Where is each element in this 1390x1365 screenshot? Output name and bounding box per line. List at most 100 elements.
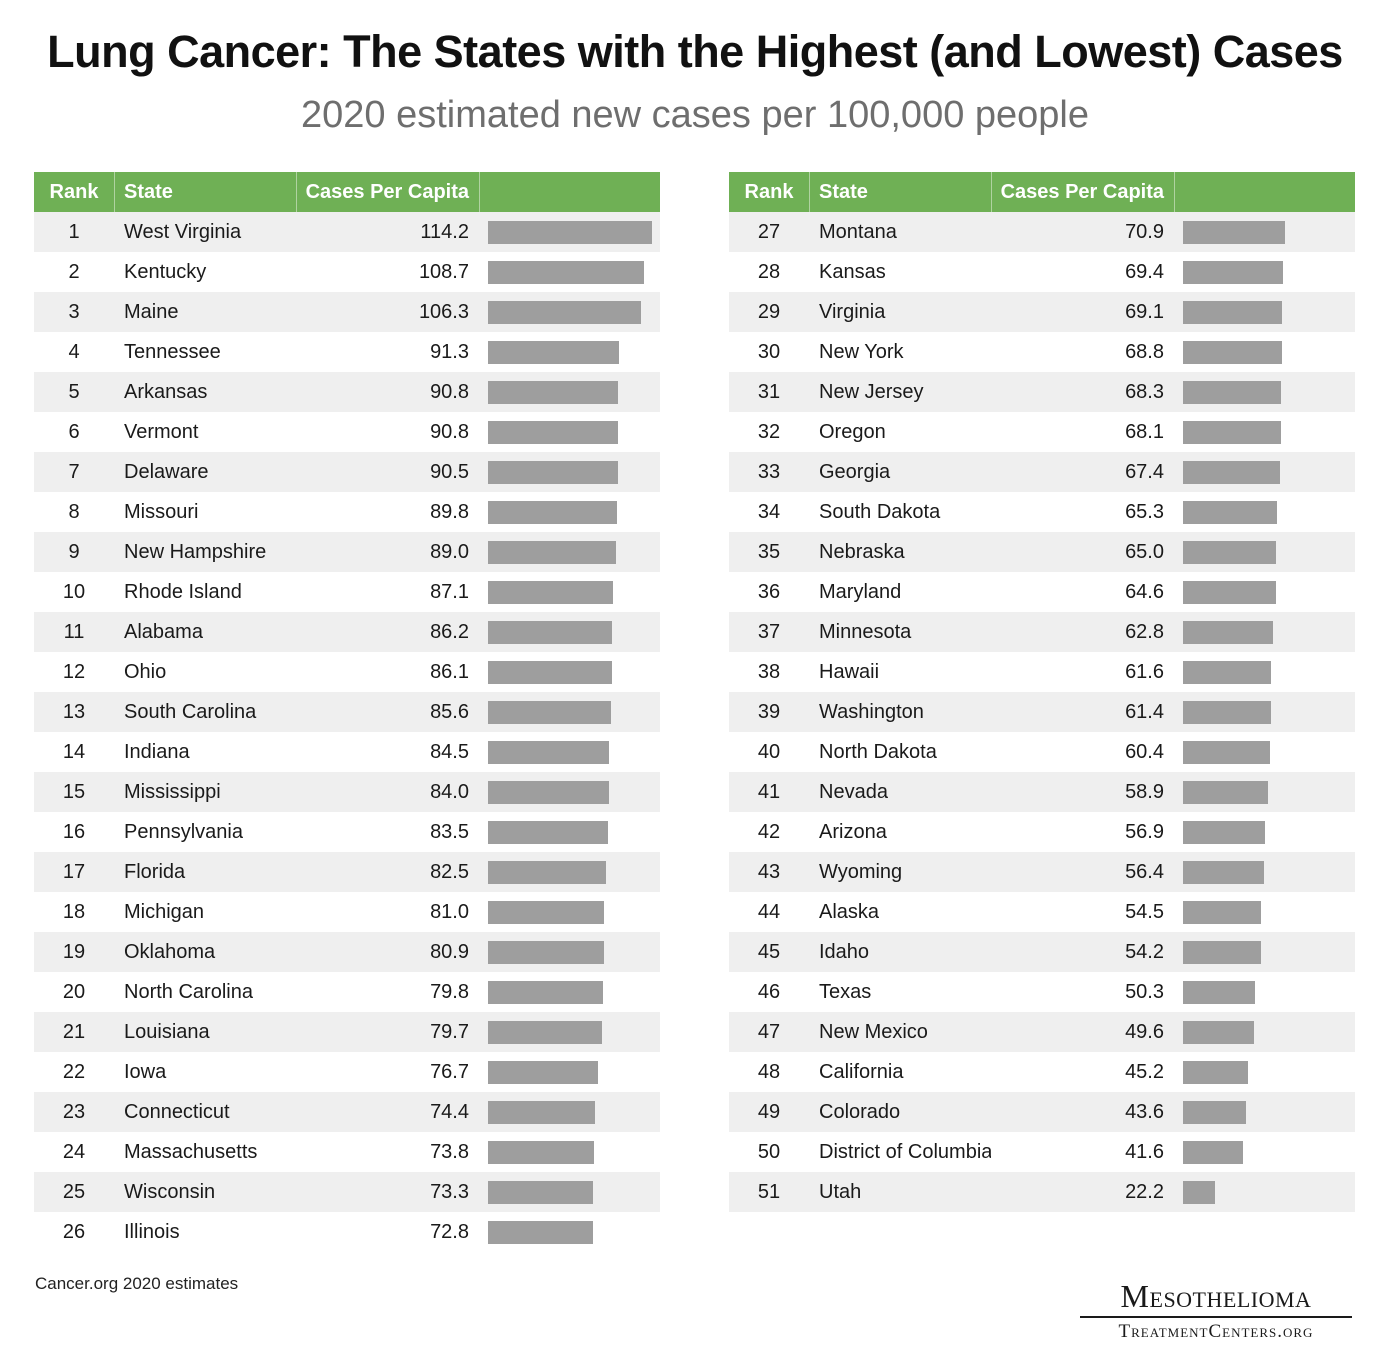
rank-cell: 23 xyxy=(62,1101,86,1123)
value-bar xyxy=(1183,301,1282,324)
rank-cell: 21 xyxy=(62,1021,86,1043)
value-label: 69.1 xyxy=(1125,301,1164,323)
logo: Mesothelioma TreatmentCenters.org xyxy=(1076,1278,1356,1343)
table-row: 51 Utah 22.2 xyxy=(729,1172,1355,1212)
state-cell: New Mexico xyxy=(819,1021,928,1043)
value-label: 89.8 xyxy=(430,501,469,523)
header-divider xyxy=(1174,172,1175,212)
header-cases-per-capita: Cases Per Capita xyxy=(1000,181,1164,203)
rank-cell: 26 xyxy=(62,1221,86,1243)
value-label: 56.4 xyxy=(1125,861,1164,883)
table-row: 23 Connecticut 74.4 xyxy=(34,1092,660,1132)
value-label: 62.8 xyxy=(1125,621,1164,643)
value-bar xyxy=(1183,341,1282,364)
state-cell: Arizona xyxy=(819,821,887,843)
value-bar xyxy=(488,741,609,764)
table-row: 48 California 45.2 xyxy=(729,1052,1355,1092)
rank-cell: 7 xyxy=(68,461,80,483)
value-label: 43.6 xyxy=(1125,1101,1164,1123)
rank-cell: 5 xyxy=(68,381,80,403)
table-row: 20 North Carolina 79.8 xyxy=(34,972,660,1012)
value-bar xyxy=(488,1101,595,1124)
value-bar xyxy=(488,341,619,364)
state-cell: California xyxy=(819,1061,904,1083)
rank-cell: 32 xyxy=(757,421,781,443)
value-label: 89.0 xyxy=(430,541,469,563)
table-row: 30 New York 68.8 xyxy=(729,332,1355,372)
value-bar xyxy=(488,261,644,284)
value-bar xyxy=(488,301,641,324)
table-row: 3 Maine 106.3 xyxy=(34,292,660,332)
rank-cell: 20 xyxy=(62,981,86,1003)
value-bar xyxy=(488,501,617,524)
logo-line-2: TreatmentCenters.org xyxy=(1118,1321,1314,1342)
value-bar xyxy=(488,541,616,564)
table-row: 46 Texas 50.3 xyxy=(729,972,1355,1012)
table-row: 4 Tennessee 91.3 xyxy=(34,332,660,372)
table-row: 41 Nevada 58.9 xyxy=(729,772,1355,812)
table-row: 43 Wyoming 56.4 xyxy=(729,852,1355,892)
value-bar xyxy=(488,1021,602,1044)
value-label: 56.9 xyxy=(1125,821,1164,843)
value-bar xyxy=(1183,661,1271,684)
state-cell: Nevada xyxy=(819,781,888,803)
state-cell: Oklahoma xyxy=(124,941,216,963)
value-label: 90.5 xyxy=(430,461,469,483)
table-row: 13 South Carolina 85.6 xyxy=(34,692,660,732)
value-label: 61.4 xyxy=(1125,701,1164,723)
table-row: 36 Maryland 64.6 xyxy=(729,572,1355,612)
state-cell: Alaska xyxy=(819,901,880,923)
table-row: 21 Louisiana 79.7 xyxy=(34,1012,660,1052)
rank-cell: 50 xyxy=(757,1141,781,1163)
state-cell: Massachusetts xyxy=(124,1141,258,1163)
table-row: 9 New Hampshire 89.0 xyxy=(34,532,660,572)
table-row: 25 Wisconsin 73.3 xyxy=(34,1172,660,1212)
rank-cell: 4 xyxy=(68,341,80,363)
value-label: 60.4 xyxy=(1125,741,1164,763)
value-label: 49.6 xyxy=(1125,1021,1164,1043)
table-row: 44 Alaska 54.5 xyxy=(729,892,1355,932)
value-label: 69.4 xyxy=(1125,261,1164,283)
value-label: 108.7 xyxy=(418,261,469,283)
header-divider xyxy=(479,172,480,212)
rank-cell: 3 xyxy=(68,301,80,323)
value-bar xyxy=(1183,1181,1215,1204)
rank-cell: 47 xyxy=(757,1021,781,1043)
rank-cell: 43 xyxy=(757,861,781,883)
value-label: 80.9 xyxy=(430,941,469,963)
value-label: 64.6 xyxy=(1125,581,1164,603)
rank-cell: 17 xyxy=(62,861,86,883)
state-cell: Georgia xyxy=(819,461,891,483)
rank-cell: 49 xyxy=(757,1101,781,1123)
chart-subtitle: 2020 estimated new cases per 100,000 peo… xyxy=(301,94,1089,136)
value-bar xyxy=(1183,941,1261,964)
state-cell: Texas xyxy=(819,981,872,1003)
value-bar xyxy=(1183,381,1281,404)
value-bar xyxy=(488,901,604,924)
table-left: Rank State Cases Per Capita 1 West Virgin… xyxy=(34,172,660,1252)
table-row: 28 Kansas 69.4 xyxy=(729,252,1355,292)
rank-cell: 14 xyxy=(62,741,86,763)
table-row: 22 Iowa 76.7 xyxy=(34,1052,660,1092)
table-row: 33 Georgia 67.4 xyxy=(729,452,1355,492)
value-bar xyxy=(488,981,603,1004)
table-row: 39 Washington 61.4 xyxy=(729,692,1355,732)
value-bar xyxy=(1183,541,1276,564)
value-bar xyxy=(1183,821,1265,844)
chart-title: Lung Cancer: The States with the Highest… xyxy=(47,26,1343,77)
value-label: 90.8 xyxy=(430,381,469,403)
header-rank: Rank xyxy=(744,181,794,203)
rank-cell: 31 xyxy=(757,381,781,403)
value-bar xyxy=(1183,261,1283,284)
rank-cell: 28 xyxy=(757,261,781,283)
state-cell: Louisiana xyxy=(124,1021,210,1043)
rank-cell: 34 xyxy=(757,501,781,523)
rank-cell: 2 xyxy=(68,261,80,283)
rank-cell: 16 xyxy=(62,821,86,843)
rank-cell: 22 xyxy=(62,1061,86,1083)
value-bar xyxy=(1183,461,1280,484)
state-cell: South Dakota xyxy=(819,501,941,523)
state-cell: Pennsylvania xyxy=(124,821,243,843)
value-bar xyxy=(1183,421,1281,444)
value-label: 70.9 xyxy=(1125,221,1164,243)
